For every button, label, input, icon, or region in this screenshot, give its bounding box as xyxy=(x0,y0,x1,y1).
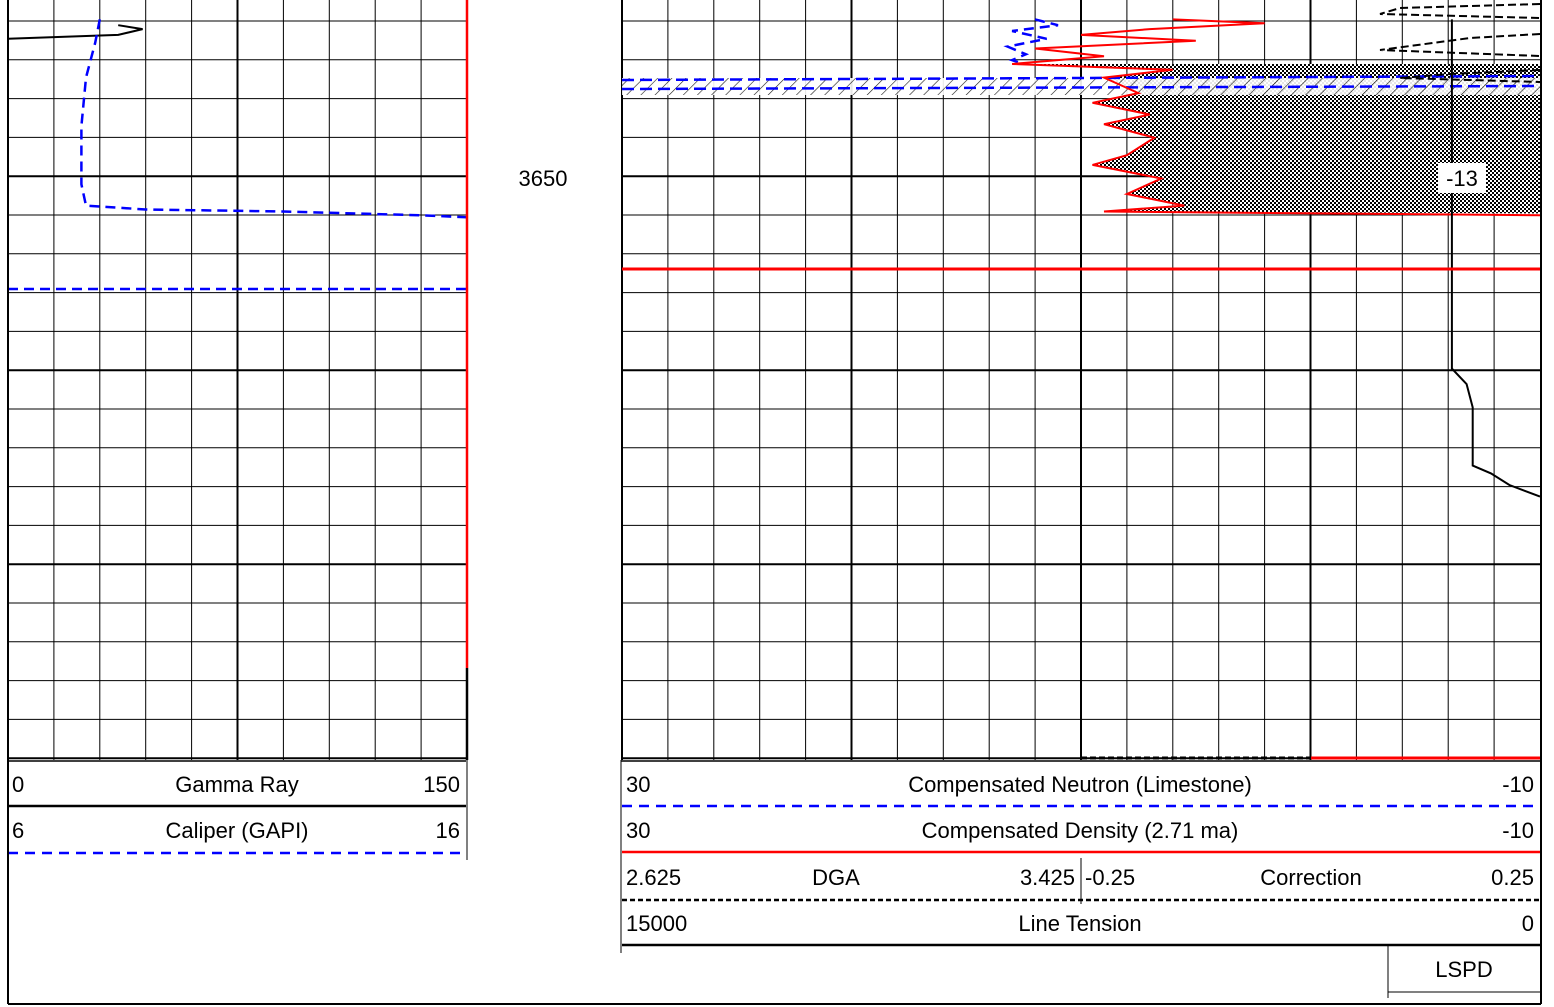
correction-max: 0.25 xyxy=(1491,865,1534,890)
lspd-name: LSPD xyxy=(1435,957,1492,982)
caliper-name: Caliper (GAPI) xyxy=(165,818,308,843)
shading-label-box xyxy=(1438,163,1486,193)
neutron-min: 30 xyxy=(626,772,650,797)
gamma-ray-max: 150 xyxy=(423,772,460,797)
density-min: 30 xyxy=(626,818,650,843)
caliper-max: 16 xyxy=(436,818,460,843)
gamma-ray-name: Gamma Ray xyxy=(175,772,298,797)
dga-max: 3.425 xyxy=(1020,865,1075,890)
neutron-curve xyxy=(1003,18,1059,66)
density-curve xyxy=(1012,18,1541,217)
density-name: Compensated Density (2.71 ma) xyxy=(922,818,1239,843)
caliper-min: 6 xyxy=(12,818,24,843)
caliper-curve xyxy=(80,19,468,219)
gamma-ray-curve xyxy=(7,24,143,40)
line-tension-min: 15000 xyxy=(626,911,687,936)
line-tension-name: Line Tension xyxy=(1018,911,1141,936)
correction-name: Correction xyxy=(1260,865,1361,890)
dga-min: 2.625 xyxy=(626,865,681,890)
shading-label: -13 xyxy=(1446,166,1478,191)
dga-name: DGA xyxy=(812,865,860,890)
depth-label: 3650 xyxy=(519,166,568,191)
gamma-ray-min: 0 xyxy=(12,772,24,797)
line-tension-curve xyxy=(1450,19,1541,498)
correction-min: -0.25 xyxy=(1085,865,1135,890)
density-correction-shading xyxy=(1012,64,1540,214)
line-tension-max: 0 xyxy=(1522,911,1534,936)
track-2-grid xyxy=(621,0,1540,760)
neutron-max: -10 xyxy=(1502,772,1534,797)
neutron-zone-line-2 xyxy=(621,84,1541,91)
density-max: -10 xyxy=(1502,818,1534,843)
neutron-zone-line-1 xyxy=(621,74,1541,82)
track-1-grid xyxy=(8,0,467,760)
dga-dashed-curve xyxy=(1379,3,1541,83)
neutron-name: Compensated Neutron (Limestone) xyxy=(908,772,1252,797)
